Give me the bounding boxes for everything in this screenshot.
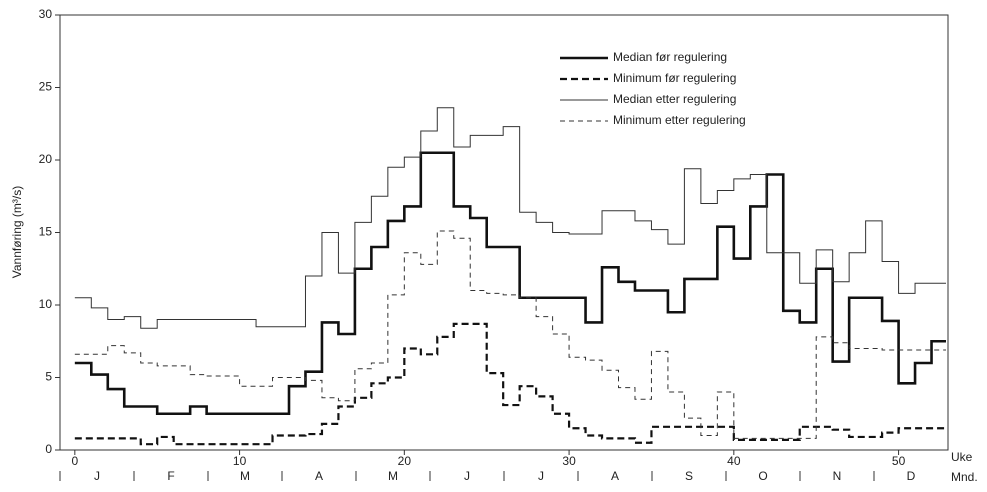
series-line bbox=[74, 322, 946, 446]
x-tick-label: 40 bbox=[727, 454, 741, 468]
month-label: F bbox=[167, 469, 174, 483]
month-label: A bbox=[611, 469, 619, 483]
month-label: J bbox=[94, 469, 100, 483]
x-tick-label: 20 bbox=[398, 454, 412, 468]
y-tick-label: 5 bbox=[45, 370, 52, 384]
x-tick-label: 50 bbox=[892, 454, 906, 468]
series-line bbox=[74, 151, 946, 416]
month-label: N bbox=[833, 469, 842, 483]
y-tick-label: 25 bbox=[39, 80, 53, 94]
legend-label: Minimum før regulering bbox=[613, 71, 736, 85]
series-line bbox=[74, 107, 946, 329]
month-label: J bbox=[538, 469, 544, 483]
x-tick-label: 0 bbox=[71, 454, 78, 468]
y-tick-label: 0 bbox=[45, 442, 52, 456]
y-tick-label: 20 bbox=[39, 152, 53, 166]
y-tick-label: 30 bbox=[39, 7, 53, 21]
legend-label: Minimum etter regulering bbox=[613, 113, 746, 127]
month-label: O bbox=[758, 469, 767, 483]
x-tick-label: 30 bbox=[562, 454, 576, 468]
month-label: D bbox=[907, 469, 916, 483]
x-tick-label: 10 bbox=[233, 454, 247, 468]
month-axis-label: Mnd. bbox=[951, 470, 978, 484]
legend-label: Median etter regulering bbox=[613, 92, 736, 106]
month-label: M bbox=[388, 469, 398, 483]
y-tick-label: 10 bbox=[39, 297, 53, 311]
x-axis-label: Uke bbox=[951, 450, 973, 464]
month-label: M bbox=[240, 469, 250, 483]
y-axis-label: Vannføring (m³/s) bbox=[10, 186, 24, 278]
legend-label: Median før regulering bbox=[613, 50, 727, 64]
month-label: S bbox=[685, 469, 693, 483]
month-label: A bbox=[315, 469, 323, 483]
month-label: J bbox=[464, 469, 470, 483]
y-tick-label: 15 bbox=[39, 225, 53, 239]
series-line bbox=[74, 230, 946, 439]
